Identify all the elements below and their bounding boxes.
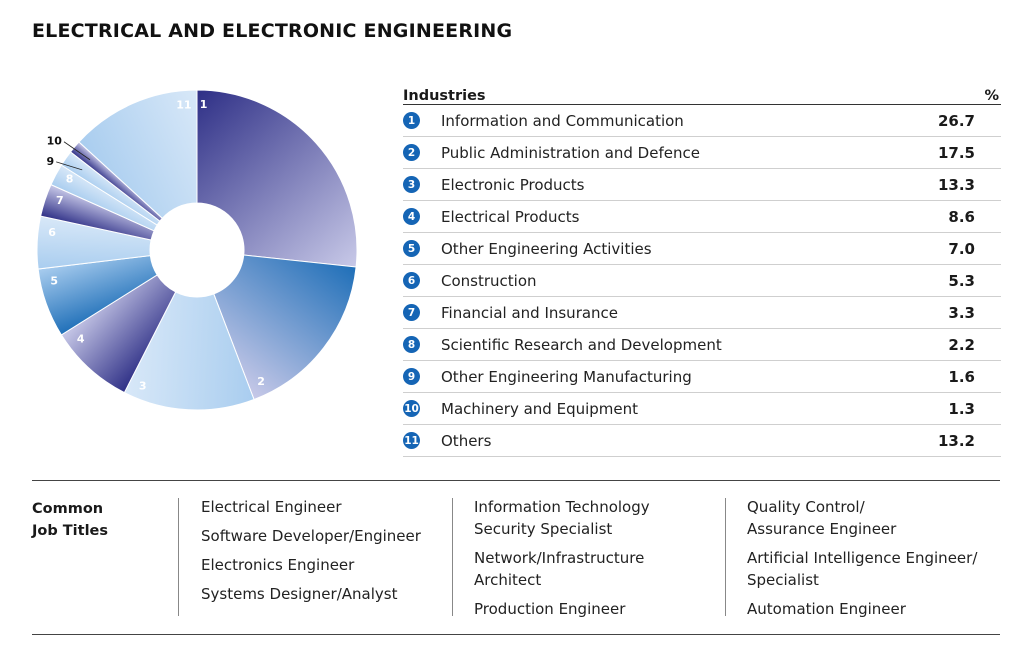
number-badge: 9 [403, 368, 420, 385]
industry-donut-chart: 1 2 3 4 5 6 789 10 11 [36, 89, 358, 411]
slice-label-1: 1 [200, 98, 208, 111]
slice-label-10: 10 [47, 135, 63, 148]
job-column-1: Electrical Engineer Software Developer/E… [201, 496, 421, 605]
pie-slice-11 [78, 89, 198, 219]
industry-name: Public Administration and Defence [441, 143, 700, 162]
leader-line-10 [63, 141, 91, 161]
job-titles-heading-line1: Common [32, 501, 104, 517]
number-badge: 3 [403, 176, 420, 193]
job-column-2: Information Technology Security Speciali… [474, 496, 650, 620]
industry-percent: 7.0 [948, 239, 975, 258]
job-title: Information Technology [474, 498, 650, 516]
table-row: 10 Machinery and Equipment 1.3 [403, 393, 1001, 425]
job-title: Systems Designer/Analyst [201, 585, 398, 603]
table-row: 8 Scientific Research and Development 2.2 [403, 329, 1001, 361]
industry-percent: 3.3 [948, 303, 975, 322]
slice-label-2: 2 [257, 375, 265, 388]
table-header: Industries % [403, 78, 1001, 105]
industries-table: Industries % 1 Information and Communicat… [403, 78, 1001, 457]
job-title: Artificial Intelligence Engineer/ [747, 549, 978, 567]
industry-name: Electronic Products [441, 175, 585, 194]
job-title: Electronics Engineer [201, 556, 355, 574]
leader-line-9 [56, 161, 83, 171]
page-title: ELECTRICAL AND ELECTRONIC ENGINEERING [32, 20, 513, 42]
table-row: 4 Electrical Products 8.6 [403, 201, 1001, 233]
industry-name: Scientific Research and Development [441, 335, 722, 354]
industry-name: Others [441, 431, 492, 450]
number-badge: 5 [403, 240, 420, 257]
pie-slice-2 [213, 254, 357, 401]
table-row: 7 Financial and Insurance 3.3 [403, 297, 1001, 329]
industry-name: Other Engineering Activities [441, 239, 652, 258]
number-badge: 11 [403, 432, 420, 449]
industry-percent: 2.2 [948, 335, 975, 354]
table-row: 11 Others 13.2 [403, 425, 1001, 457]
industry-name: Construction [441, 271, 537, 290]
job-title: Network/Infrastructure [474, 549, 645, 567]
job-title: Specialist [747, 571, 819, 589]
job-title: Security Specialist [474, 520, 613, 538]
table-row: 2 Public Administration and Defence 17.5 [403, 137, 1001, 169]
slice-label-7: 7 [56, 194, 64, 207]
job-column-3: Quality Control/ Assurance Engineer Arti… [747, 496, 977, 620]
industry-percent: 8.6 [948, 207, 975, 226]
job-titles-heading-line2: Job Titles [32, 523, 109, 539]
industry-percent: 13.3 [937, 175, 975, 194]
job-title: Assurance Engineer [747, 520, 897, 538]
job-title: Quality Control/ [747, 498, 865, 516]
job-titles-heading: Common Job Titles [32, 498, 108, 542]
industry-name: Information and Communication [441, 111, 684, 130]
table-row: 6 Construction 5.3 [403, 265, 1001, 297]
industry-percent: 1.3 [948, 399, 975, 418]
table-row: 5 Other Engineering Activities 7.0 [403, 233, 1001, 265]
industry-name: Financial and Insurance [441, 303, 619, 322]
job-title: Production Engineer [474, 600, 626, 618]
industry-percent: 26.7 [937, 111, 975, 130]
slice-label-5: 5 [50, 274, 58, 287]
number-badge: 10 [403, 400, 420, 417]
column-divider [178, 498, 179, 616]
industry-percent: 1.6 [948, 367, 975, 386]
job-title: Electrical Engineer [201, 498, 342, 516]
slice-label-8: 8 [66, 173, 74, 186]
number-badge: 7 [403, 304, 420, 321]
industry-name: Other Engineering Manufacturing [441, 367, 692, 386]
job-title: Software Developer/Engineer [201, 527, 421, 545]
header-percent: % [984, 88, 999, 104]
divider-top [32, 480, 1000, 481]
divider-bottom [32, 634, 1000, 635]
industry-name: Electrical Products [441, 207, 580, 226]
number-badge: 6 [403, 272, 420, 289]
slice-label-6: 6 [48, 226, 56, 239]
job-title: Architect [474, 571, 542, 589]
industry-name: Machinery and Equipment [441, 399, 639, 418]
industry-percent: 13.2 [937, 431, 975, 450]
slice-label-11: 11 [176, 99, 191, 112]
table-row: 9 Other Engineering Manufacturing 1.6 [403, 361, 1001, 393]
pie-slice-3 [123, 291, 255, 411]
number-badge: 8 [403, 336, 420, 353]
number-badge: 2 [403, 144, 420, 161]
number-badge: 4 [403, 208, 420, 225]
slice-label-3: 3 [139, 380, 147, 393]
number-badge: 1 [403, 112, 420, 129]
table-row: 3 Electronic Products 13.3 [403, 169, 1001, 201]
industry-percent: 5.3 [948, 271, 975, 290]
header-industries: Industries [403, 88, 486, 104]
table-row: 1 Information and Communication 26.7 [403, 105, 1001, 137]
job-title: Automation Engineer [747, 600, 906, 618]
column-divider [452, 498, 453, 616]
column-divider [725, 498, 726, 616]
pie-slice-1 [196, 89, 358, 268]
slice-label-4: 4 [77, 332, 85, 345]
slice-label-9: 9 [47, 155, 55, 168]
industry-percent: 17.5 [937, 143, 975, 162]
